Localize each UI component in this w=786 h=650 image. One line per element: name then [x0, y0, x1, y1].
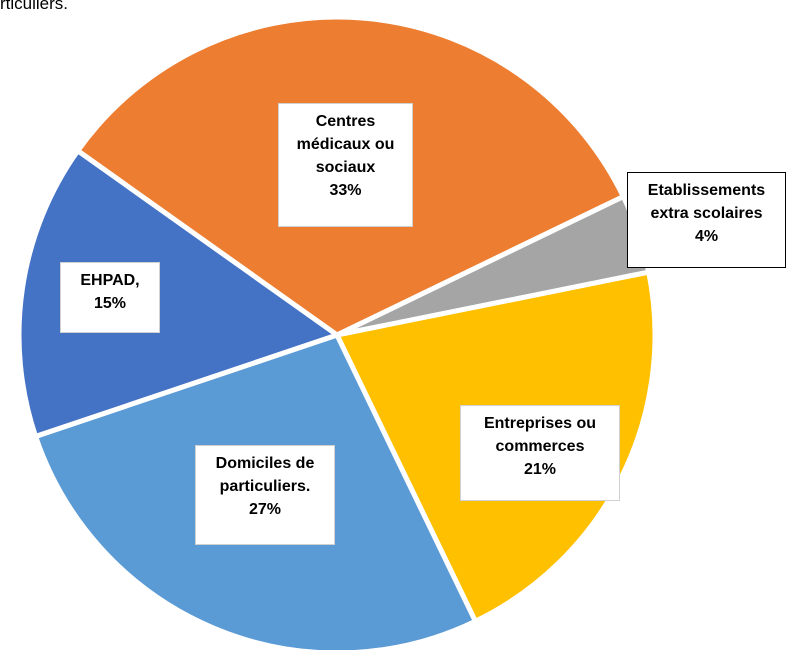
- value-label: 27%: [248, 501, 282, 518]
- data-label: Entreprises ou commerces 21%: [460, 405, 620, 501]
- data-label: Centres médicaux ou sociaux 33%: [278, 103, 413, 227]
- data-label: Etablissements extra scolaires 4%: [627, 172, 786, 268]
- text-fragment: rticuliers.: [0, 0, 69, 13]
- value-label: 33%: [329, 182, 362, 199]
- value-label: 21%: [523, 461, 557, 478]
- pie-slice: [16, 147, 343, 440]
- category-label: Etablissements extra scolaires: [647, 182, 766, 222]
- category-label: Centres médicaux ou sociaux: [296, 113, 395, 176]
- value-label: 15%: [93, 295, 127, 312]
- category-label: Domiciles de particuliers.: [215, 455, 315, 495]
- data-label: EHPAD, 15%: [60, 262, 160, 333]
- category-label: EHPAD,: [80, 272, 140, 289]
- value-label: 4%: [694, 228, 719, 245]
- data-label: Domiciles de particuliers. 27%: [195, 445, 335, 545]
- category-label: Entreprises ou commerces: [483, 415, 597, 455]
